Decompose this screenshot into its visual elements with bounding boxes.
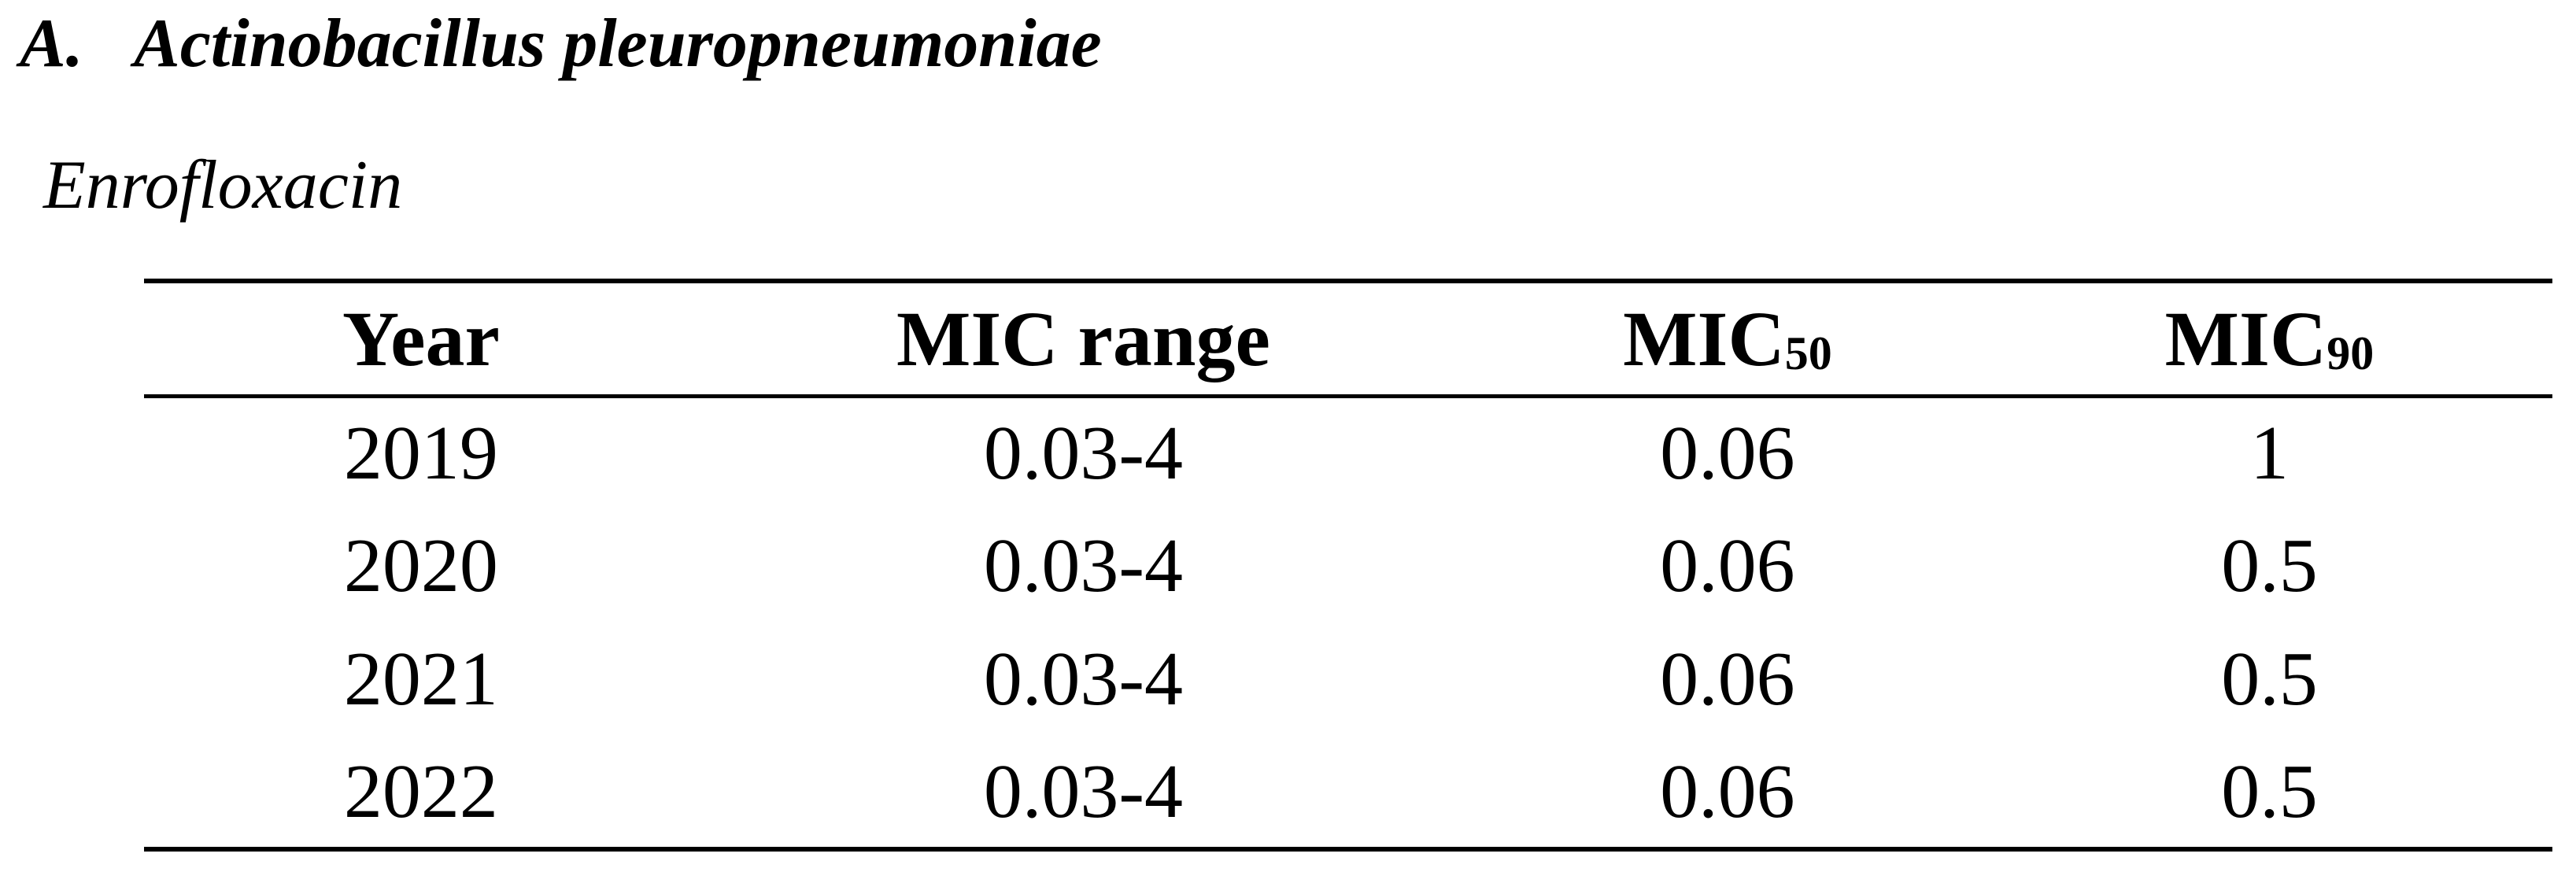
- mic-range-cell: 0.03-4: [983, 411, 1183, 497]
- year-cell: 2020: [343, 523, 498, 608]
- drug-subtitle: Enrofloxacin: [43, 147, 403, 224]
- mic50-cell: 0.06: [1660, 748, 1795, 834]
- column-header-mic-range: MIC range: [697, 281, 1469, 398]
- mic-range-cell: 0.03-4: [983, 748, 1183, 834]
- year-cell: 2021: [343, 637, 498, 722]
- mic90-subscript: 90: [2327, 327, 2375, 379]
- table-header-row: Year MIC range MIC50 MIC90: [144, 281, 2552, 398]
- mic50-cell: 0.06: [1660, 411, 1795, 497]
- mic50-cell: 0.06: [1660, 637, 1795, 722]
- table-row: 2020 0.03-4 0.06 0.5: [144, 509, 2552, 623]
- column-header-year: Year: [144, 281, 698, 398]
- mic90-cell: 1: [2249, 411, 2289, 497]
- mic-range-cell: 0.03-4: [983, 523, 1183, 608]
- table-row: 2022 0.03-4 0.06 0.5: [144, 736, 2552, 849]
- mic90-cell: 0.5: [2221, 523, 2318, 608]
- year-cell: 2019: [343, 411, 498, 497]
- section-title: Actinobacillus pleuropneumoniae: [134, 6, 1102, 82]
- mic-range-cell: 0.03-4: [983, 637, 1183, 722]
- section-label: A.: [20, 6, 83, 82]
- mic90-cell: 0.5: [2221, 748, 2318, 834]
- table-row: 2021 0.03-4 0.06 0.5: [144, 623, 2552, 736]
- mic90-cell: 0.5: [2221, 637, 2318, 722]
- mic50-subscript: 50: [1784, 327, 1832, 379]
- section-heading: A. Actinobacillus pleuropneumoniae: [20, 4, 1102, 83]
- table-row: 2019 0.03-4 0.06 1: [144, 396, 2552, 509]
- column-header-mic90: MIC90: [1986, 281, 2552, 398]
- mic-table: Year MIC range MIC50 MIC90 2019 0.03-4 0…: [144, 279, 2552, 852]
- year-cell: 2022: [343, 748, 498, 834]
- column-header-mic50: MIC50: [1468, 281, 1987, 398]
- mic50-cell: 0.06: [1660, 523, 1795, 608]
